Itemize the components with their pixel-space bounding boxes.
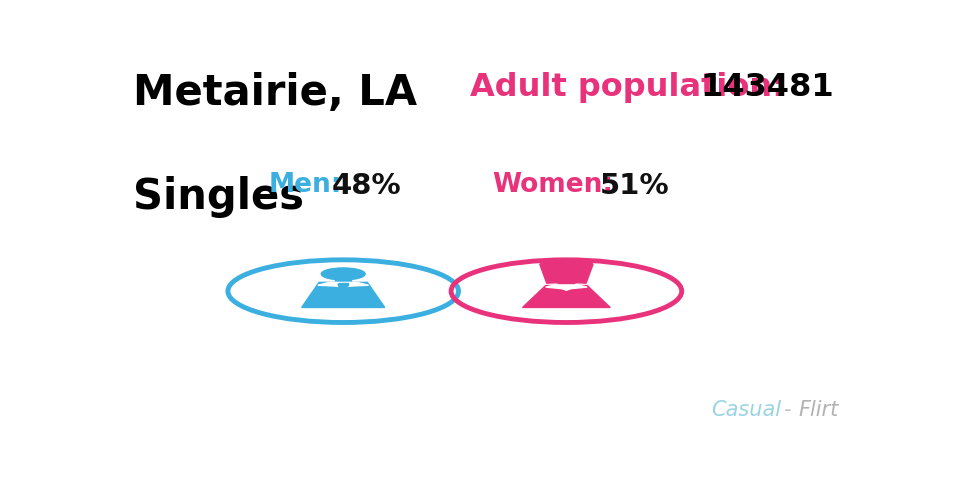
Text: 143481: 143481: [701, 72, 834, 103]
Polygon shape: [301, 283, 385, 308]
Polygon shape: [540, 261, 593, 284]
Polygon shape: [339, 284, 348, 286]
Text: 48%: 48%: [332, 172, 401, 200]
Text: 51%: 51%: [600, 172, 669, 200]
Polygon shape: [555, 286, 578, 291]
Text: Singles: Singles: [133, 176, 304, 218]
Text: Women:: Women:: [492, 172, 613, 198]
Text: Men:: Men:: [269, 172, 342, 198]
Polygon shape: [545, 286, 562, 289]
Polygon shape: [335, 280, 351, 283]
Text: Adult population:: Adult population:: [469, 72, 784, 103]
Polygon shape: [522, 286, 611, 308]
Polygon shape: [338, 285, 348, 291]
Text: Flirt: Flirt: [799, 399, 839, 419]
Polygon shape: [318, 283, 337, 287]
Ellipse shape: [322, 269, 365, 281]
Polygon shape: [329, 283, 357, 289]
Polygon shape: [571, 286, 588, 289]
Text: Casual: Casual: [711, 399, 781, 419]
Text: Metairie, LA: Metairie, LA: [133, 72, 418, 114]
Polygon shape: [557, 282, 576, 286]
Text: -: -: [784, 399, 792, 419]
Polygon shape: [349, 283, 369, 287]
